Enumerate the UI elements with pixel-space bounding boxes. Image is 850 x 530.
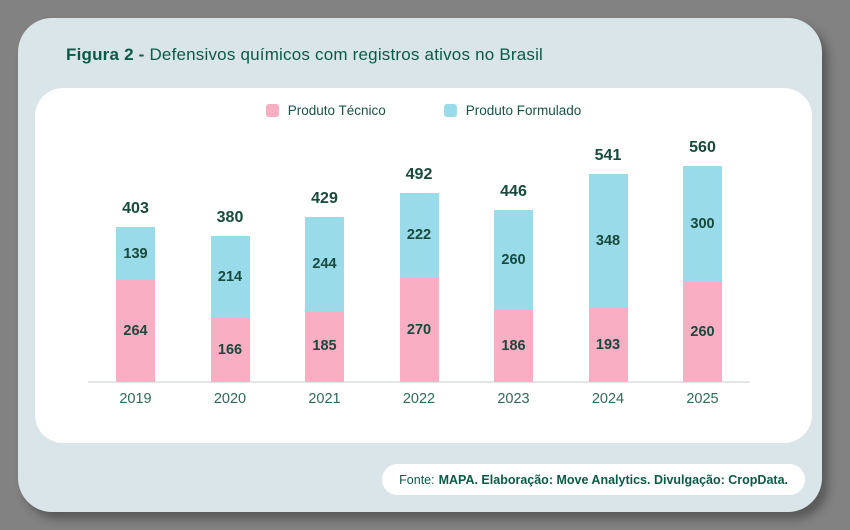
bar-segment-tecnico-2024: 193 <box>588 307 628 382</box>
bar-segment-tecnico-2025: 260 <box>683 281 722 382</box>
x-axis-label-2021: 2021 <box>308 391 341 407</box>
legend-label-tecnico: Produto Técnico <box>287 103 386 118</box>
chart-legend: Produto Técnico Produto Formulado <box>35 103 812 118</box>
bar-segment-tecnico-2021: 185 <box>305 310 344 382</box>
source-credits: MAPA. Elaboração: Move Analytics. Divulg… <box>438 472 788 487</box>
x-axis-label-2024: 2024 <box>591 391 625 407</box>
bar-segment-tecnico-2023: 186 <box>494 310 533 382</box>
bar-segment-formulado-2020: 214 <box>210 235 250 319</box>
bar-segment-formulado-2019: 139 <box>116 226 155 281</box>
x-axis-label-2020: 2020 <box>213 391 247 407</box>
x-axis-label-2023: 2023 <box>497 391 530 407</box>
bar-segment-tecnico-2019: 264 <box>116 280 155 382</box>
bar-total-label-2021: 429 <box>311 189 338 207</box>
bar-group-2021: 244 185 <box>305 216 344 382</box>
bar-total-label-2024: 541 <box>594 146 622 164</box>
bar-total-label-2023: 446 <box>500 183 527 201</box>
bar-group-2023: 260 186 <box>494 210 533 382</box>
legend-swatch-formulado <box>443 104 457 117</box>
source-prefix: Fonte: <box>399 472 435 487</box>
bar-total-label-2020: 380 <box>216 208 244 226</box>
legend-item-formulado: Produto Formulado <box>443 103 582 118</box>
bar-group-2024: 348 193 <box>588 173 628 382</box>
x-axis-label-2019: 2019 <box>119 391 152 407</box>
bar-group-2025: 300 260 <box>683 166 722 382</box>
bar-segment-tecnico-2020: 166 <box>210 318 250 382</box>
bar-total-label-2019: 403 <box>122 199 149 217</box>
bar-segment-formulado-2021: 244 <box>305 216 344 311</box>
bar-segment-formulado-2024: 348 <box>588 173 628 308</box>
figure-label: Figura 2 - <box>66 45 145 64</box>
bar-segment-formulado-2025: 300 <box>683 166 722 282</box>
x-axis-label-2025: 2025 <box>686 391 719 407</box>
legend-label-formulado: Produto Formulado <box>465 103 582 118</box>
bar-group-2020: 214 166 <box>210 235 250 382</box>
bar-total-label-2022: 492 <box>405 165 433 183</box>
x-axis-label-2022: 2022 <box>402 391 436 407</box>
bar-segment-formulado-2023: 260 <box>494 210 533 311</box>
bar-total-label-2025: 560 <box>689 139 716 157</box>
source-pill: Fonte: MAPA. Elaboração: Move Analytics.… <box>382 464 805 495</box>
legend-item-tecnico: Produto Técnico <box>265 103 386 118</box>
plot-area: 139 264 403 2019 214 166 380 2020 244 185 429 2021 2… <box>35 88 812 443</box>
bar-segment-tecnico-2022: 270 <box>399 278 439 382</box>
chart-panel: Produto Técnico Produto Formulado 139 264… <box>35 88 812 443</box>
x-axis-line <box>88 381 750 383</box>
bar-segment-formulado-2022: 222 <box>399 192 439 279</box>
legend-swatch-tecnico <box>265 104 279 117</box>
bar-group-2022: 222 270 <box>399 192 439 382</box>
figure-title-text: Defensivos químicos com registros ativos… <box>144 45 544 64</box>
bar-group-2019: 139 264 <box>116 226 155 382</box>
figure-card: Figura 2 - Defensivos químicos com regis… <box>18 18 822 512</box>
figure-title: Figura 2 - Defensivos químicos com regis… <box>66 45 543 65</box>
